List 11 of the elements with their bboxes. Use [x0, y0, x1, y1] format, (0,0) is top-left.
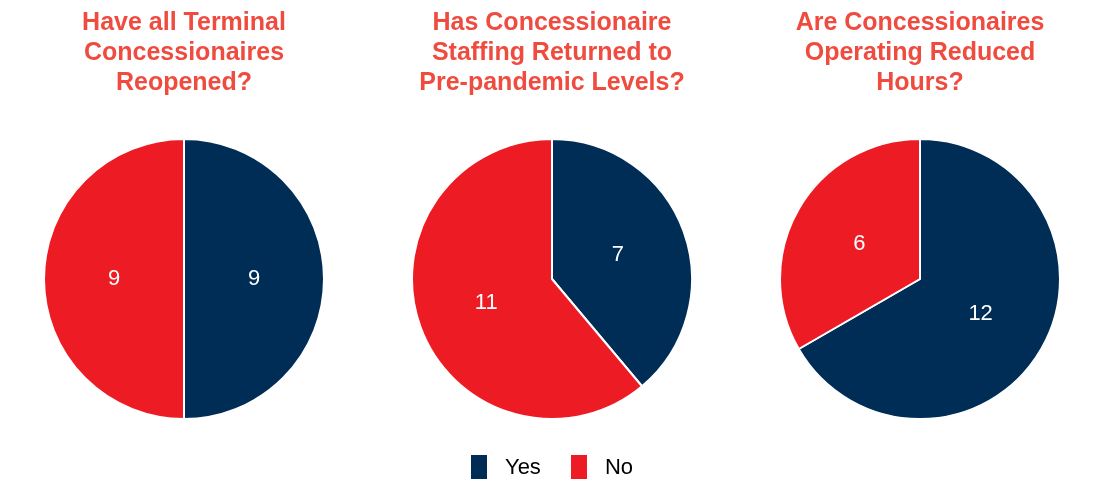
- data-label: 6: [853, 230, 866, 256]
- legend-label: No: [604, 453, 633, 480]
- data-label: 9: [247, 265, 261, 291]
- data-label: 12: [968, 300, 993, 326]
- data-label: 7: [611, 241, 624, 267]
- chart-title: Have all Terminal Concessionaires Reopened?: [82, 6, 286, 95]
- data-label: 9: [107, 265, 121, 291]
- chart-title: Are Concessionaires Operating Reduced Hours?: [795, 6, 1045, 95]
- legend-label: Yes: [504, 453, 541, 480]
- data-label: 11: [474, 289, 498, 314]
- chart-title: Has Concessionaire Staffing Returned to Pre-pandemic Levels?: [419, 6, 685, 95]
